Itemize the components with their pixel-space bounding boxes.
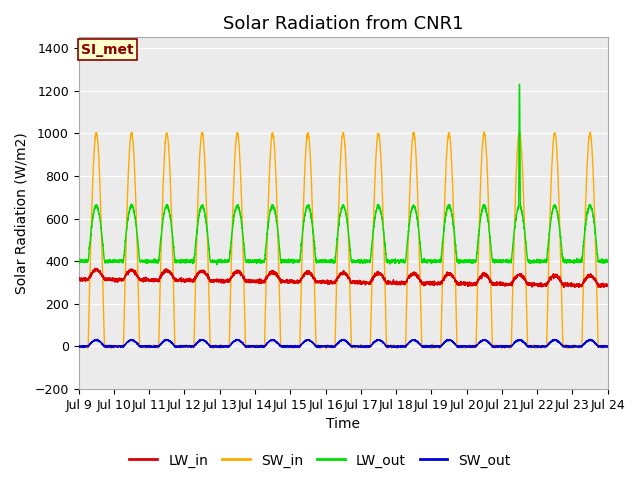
LW_in bbox=[92, 265, 100, 271]
LW_out bbox=[433, 258, 440, 264]
LW_in bbox=[75, 276, 83, 282]
Text: SI_met: SI_met bbox=[81, 43, 134, 57]
Title: Solar Radiation from CNR1: Solar Radiation from CNR1 bbox=[223, 15, 463, 33]
Line: LW_in: LW_in bbox=[79, 268, 607, 288]
SW_out bbox=[603, 344, 611, 349]
LW_in bbox=[170, 276, 178, 282]
LW_in bbox=[600, 285, 607, 290]
LW_in bbox=[604, 283, 611, 288]
SW_out bbox=[587, 336, 595, 342]
SW_out bbox=[604, 344, 611, 349]
LW_in bbox=[323, 277, 331, 283]
LW_in bbox=[492, 280, 499, 286]
Line: SW_in: SW_in bbox=[79, 132, 607, 348]
SW_out bbox=[492, 344, 499, 349]
LW_in bbox=[433, 280, 440, 286]
Line: SW_out: SW_out bbox=[79, 339, 607, 348]
LW_out bbox=[604, 259, 611, 265]
SW_in bbox=[323, 343, 331, 349]
X-axis label: Time: Time bbox=[326, 418, 360, 432]
SW_in bbox=[604, 344, 611, 349]
LW_in bbox=[461, 281, 469, 287]
Line: LW_out: LW_out bbox=[79, 84, 607, 264]
SW_in bbox=[481, 129, 488, 135]
LW_out bbox=[492, 257, 499, 263]
LW_out bbox=[461, 260, 469, 265]
Y-axis label: Solar Radiation (W/m2): Solar Radiation (W/m2) bbox=[15, 132, 29, 294]
SW_in bbox=[107, 346, 115, 351]
LW_out bbox=[213, 262, 221, 267]
LW_out bbox=[170, 243, 177, 249]
LW_out bbox=[75, 257, 83, 263]
SW_out bbox=[393, 345, 401, 350]
SW_in bbox=[75, 343, 83, 349]
SW_out bbox=[75, 343, 83, 349]
SW_in bbox=[492, 345, 499, 351]
Legend: LW_in, SW_in, LW_out, SW_out: LW_in, SW_in, LW_out, SW_out bbox=[124, 448, 516, 473]
SW_in bbox=[461, 343, 469, 349]
SW_in bbox=[603, 343, 611, 348]
SW_out bbox=[433, 344, 440, 349]
LW_in bbox=[603, 283, 611, 289]
LW_out bbox=[323, 258, 331, 264]
LW_out bbox=[603, 259, 611, 265]
SW_in bbox=[170, 298, 178, 303]
LW_out bbox=[516, 81, 524, 87]
SW_out bbox=[461, 344, 469, 349]
SW_out bbox=[170, 342, 177, 348]
SW_in bbox=[433, 344, 440, 350]
SW_out bbox=[323, 344, 331, 349]
